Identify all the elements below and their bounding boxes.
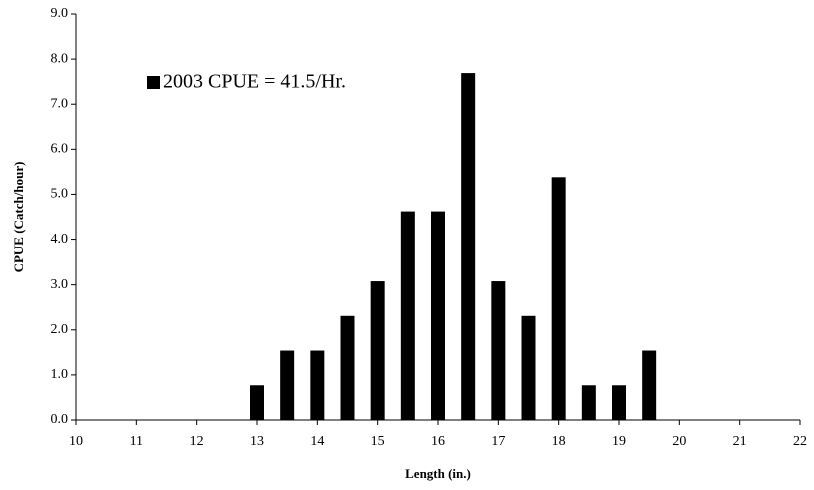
- x-tick-label: 20: [672, 434, 686, 449]
- y-tick-label: 7.0: [51, 96, 69, 111]
- y-tick-label: 2.0: [51, 322, 69, 337]
- y-tick-label: 1.0: [51, 367, 69, 382]
- x-tick-label: 17: [491, 434, 505, 449]
- bar: [521, 315, 536, 420]
- x-tick-label: 18: [552, 434, 566, 449]
- bar: [461, 73, 476, 421]
- bar: [370, 281, 385, 420]
- bar: [612, 385, 626, 420]
- y-tick-label: 8.0: [51, 51, 69, 66]
- bar: [551, 177, 566, 420]
- x-tick-label: 21: [733, 434, 747, 449]
- x-tick-label: 10: [69, 434, 83, 449]
- y-tick-label: 9.0: [51, 6, 69, 21]
- bar: [431, 211, 445, 420]
- bar: [250, 385, 264, 420]
- y-tick-label: 6.0: [51, 142, 69, 157]
- bar: [400, 211, 415, 420]
- x-tick-label: 14: [310, 434, 324, 449]
- legend-swatch: [147, 76, 160, 89]
- y-tick-label: 0.0: [51, 412, 69, 427]
- x-tick-label: 15: [371, 434, 385, 449]
- bar: [642, 350, 657, 420]
- x-axis-label: Length (in.): [405, 466, 471, 481]
- x-tick-label: 22: [793, 434, 807, 449]
- x-tick-label: 13: [250, 434, 264, 449]
- x-tick-label: 11: [130, 434, 143, 449]
- y-tick-label: 3.0: [51, 277, 69, 292]
- y-tick-label: 5.0: [51, 187, 69, 202]
- legend-label: 2003 CPUE = 41.5/Hr.: [163, 71, 346, 93]
- bar: [491, 281, 506, 420]
- bar: [280, 350, 295, 420]
- bar: [581, 385, 596, 420]
- y-axis-label: CPUE (Catch/hour): [11, 162, 26, 273]
- x-tick-label: 12: [190, 434, 204, 449]
- x-tick-label: 16: [431, 434, 445, 449]
- bar: [310, 350, 325, 420]
- y-tick-label: 4.0: [51, 232, 69, 247]
- bar: [340, 315, 355, 420]
- x-tick-label: 19: [612, 434, 626, 449]
